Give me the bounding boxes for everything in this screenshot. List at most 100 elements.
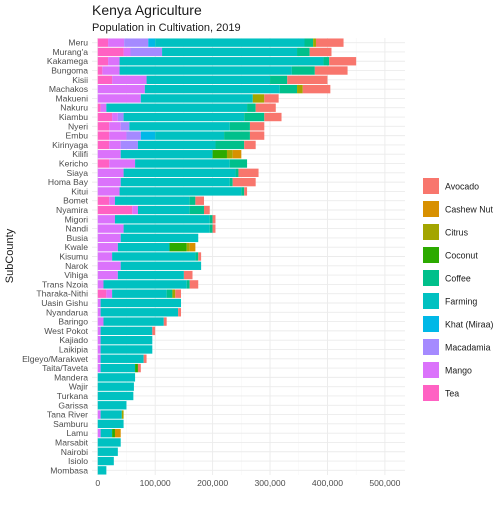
bar-segment-farming bbox=[117, 243, 170, 252]
bar-segment-tea bbox=[97, 57, 109, 66]
y-tick-labels: MeruMurang'aKakamegaBungomaKisiiMachakos… bbox=[22, 38, 89, 476]
y-tick-label: Makueni bbox=[56, 93, 89, 103]
y-tick-label: West Pokot bbox=[44, 326, 88, 336]
y-tick-label: Nyandarua bbox=[46, 307, 88, 317]
bar-segment-coffee bbox=[291, 66, 315, 75]
bar-segment-mango bbox=[97, 326, 101, 336]
legend-swatch bbox=[423, 339, 439, 355]
bar-segment-avocado bbox=[143, 354, 147, 363]
bar-segment-mango bbox=[109, 122, 121, 131]
bar-segment-coffee bbox=[209, 215, 213, 224]
bar-segment-farming bbox=[97, 438, 121, 447]
y-tick-label: Vihiga bbox=[64, 270, 88, 280]
bar-segment-avocado bbox=[329, 57, 357, 66]
bar-segment-avocado bbox=[244, 140, 256, 150]
legend-swatch bbox=[423, 385, 439, 401]
bar-segment-farming bbox=[103, 280, 187, 289]
bar-segment-farming bbox=[144, 84, 280, 94]
bar-segment-mango bbox=[109, 159, 136, 168]
bar-segment-mango bbox=[97, 215, 115, 224]
y-tick-label: Murang'a bbox=[52, 47, 88, 57]
chart-subtitle: Population in Cultivation, 2019 bbox=[92, 22, 241, 34]
legend-label: Avocado bbox=[445, 182, 479, 192]
bar-segment-mango bbox=[97, 354, 101, 363]
y-tick-label: Meru bbox=[68, 38, 88, 48]
bar-segment-tea bbox=[97, 131, 110, 140]
y-tick-label: Marsabit bbox=[55, 437, 89, 447]
bar-segment-mango bbox=[97, 298, 101, 308]
bar-segment-coffee bbox=[279, 84, 298, 94]
bar-segment-avocado bbox=[195, 196, 204, 205]
bar-segment-avocado bbox=[264, 94, 279, 103]
bar-segment-coffee bbox=[244, 112, 265, 122]
legend-label: Citrus bbox=[445, 228, 469, 238]
y-tick-label: Kajiado bbox=[59, 335, 88, 345]
legend-swatch bbox=[423, 201, 439, 217]
bar-segment-mango bbox=[97, 168, 124, 178]
y-tick-label: Kisii bbox=[72, 75, 88, 85]
bar-segment-mango bbox=[97, 243, 118, 252]
bar-segment-mango bbox=[97, 94, 141, 103]
y-tick-label: Isiolo bbox=[68, 456, 88, 466]
y-tick-label: Bungoma bbox=[51, 66, 88, 76]
y-tick-label: Busia bbox=[67, 233, 89, 243]
bar-segment-citrus bbox=[313, 38, 316, 47]
bar-segment-mango bbox=[102, 66, 120, 75]
bar-segment-coffee bbox=[247, 103, 256, 112]
bar-segment-mango bbox=[97, 233, 121, 243]
bar-segment-farming bbox=[114, 215, 210, 224]
bar-segment-macadamia bbox=[117, 112, 124, 122]
bar-segment-coffee bbox=[229, 159, 248, 168]
y-tick-label: Nakuru bbox=[60, 103, 88, 113]
y-tick-label: Garissa bbox=[58, 400, 88, 410]
bar-segment-avocado bbox=[189, 280, 199, 289]
bar-segment-mango bbox=[97, 150, 121, 159]
bar-segment-farming bbox=[100, 428, 113, 438]
bar-segment-cashew-nut bbox=[189, 243, 196, 252]
bar-segment-farming bbox=[114, 196, 190, 205]
bar-segment-mango bbox=[97, 335, 101, 345]
bar-segment-farming bbox=[100, 308, 179, 317]
bar-segment-mango bbox=[97, 252, 113, 261]
y-tick-label: Turkana bbox=[57, 391, 88, 401]
bar-segment-coffee bbox=[189, 205, 204, 215]
bar-segment-tea bbox=[97, 196, 110, 205]
bar-segment-farming bbox=[120, 150, 213, 159]
bar-segment-tea bbox=[97, 205, 133, 215]
bar-segment-farming bbox=[100, 298, 182, 308]
bar-segment-avocado bbox=[249, 131, 265, 140]
y-tick-label: Machakos bbox=[49, 84, 88, 94]
bar-segment-macadamia bbox=[120, 140, 138, 150]
bar-segment-coffee bbox=[304, 38, 314, 47]
legend-label: Cashew Nut bbox=[445, 205, 493, 215]
bar-segment-avocado bbox=[232, 177, 256, 187]
bar-segment-farming bbox=[97, 391, 134, 401]
bar-segment-tea bbox=[97, 103, 101, 112]
bar-segment-avocado bbox=[198, 252, 202, 261]
y-tick-label: Bomet bbox=[63, 196, 88, 206]
bar-segment-farming bbox=[123, 112, 245, 122]
y-tick-label: Nyamira bbox=[56, 205, 88, 215]
bar-segment-coffee bbox=[186, 280, 190, 289]
bar-segment-mango bbox=[97, 363, 101, 373]
bar-segment-avocado bbox=[287, 75, 328, 85]
y-tick-label: Nandi bbox=[66, 224, 89, 234]
bar-segment-mango bbox=[97, 84, 145, 94]
bar-segment-farming bbox=[100, 363, 136, 373]
bar-segment-farming bbox=[100, 354, 144, 363]
bar-segment-mango bbox=[97, 308, 101, 317]
bar-segment-farming bbox=[146, 75, 271, 85]
bar-segment-citrus bbox=[186, 243, 190, 252]
bar-segment-avocado bbox=[183, 270, 193, 280]
bar-segment-avocado bbox=[309, 47, 332, 57]
bar-segment-mango bbox=[100, 103, 107, 112]
bar-segment-farming bbox=[119, 57, 324, 66]
bar-segment-farming bbox=[97, 419, 124, 429]
y-tick-label: Samburu bbox=[53, 419, 88, 429]
bar-segment-farming bbox=[103, 317, 164, 326]
bar-segment-coffee bbox=[270, 75, 288, 85]
bar-segment-avocado bbox=[175, 289, 182, 298]
bar-segment-mango bbox=[109, 196, 115, 205]
y-tick-label: Tana River bbox=[47, 410, 88, 420]
